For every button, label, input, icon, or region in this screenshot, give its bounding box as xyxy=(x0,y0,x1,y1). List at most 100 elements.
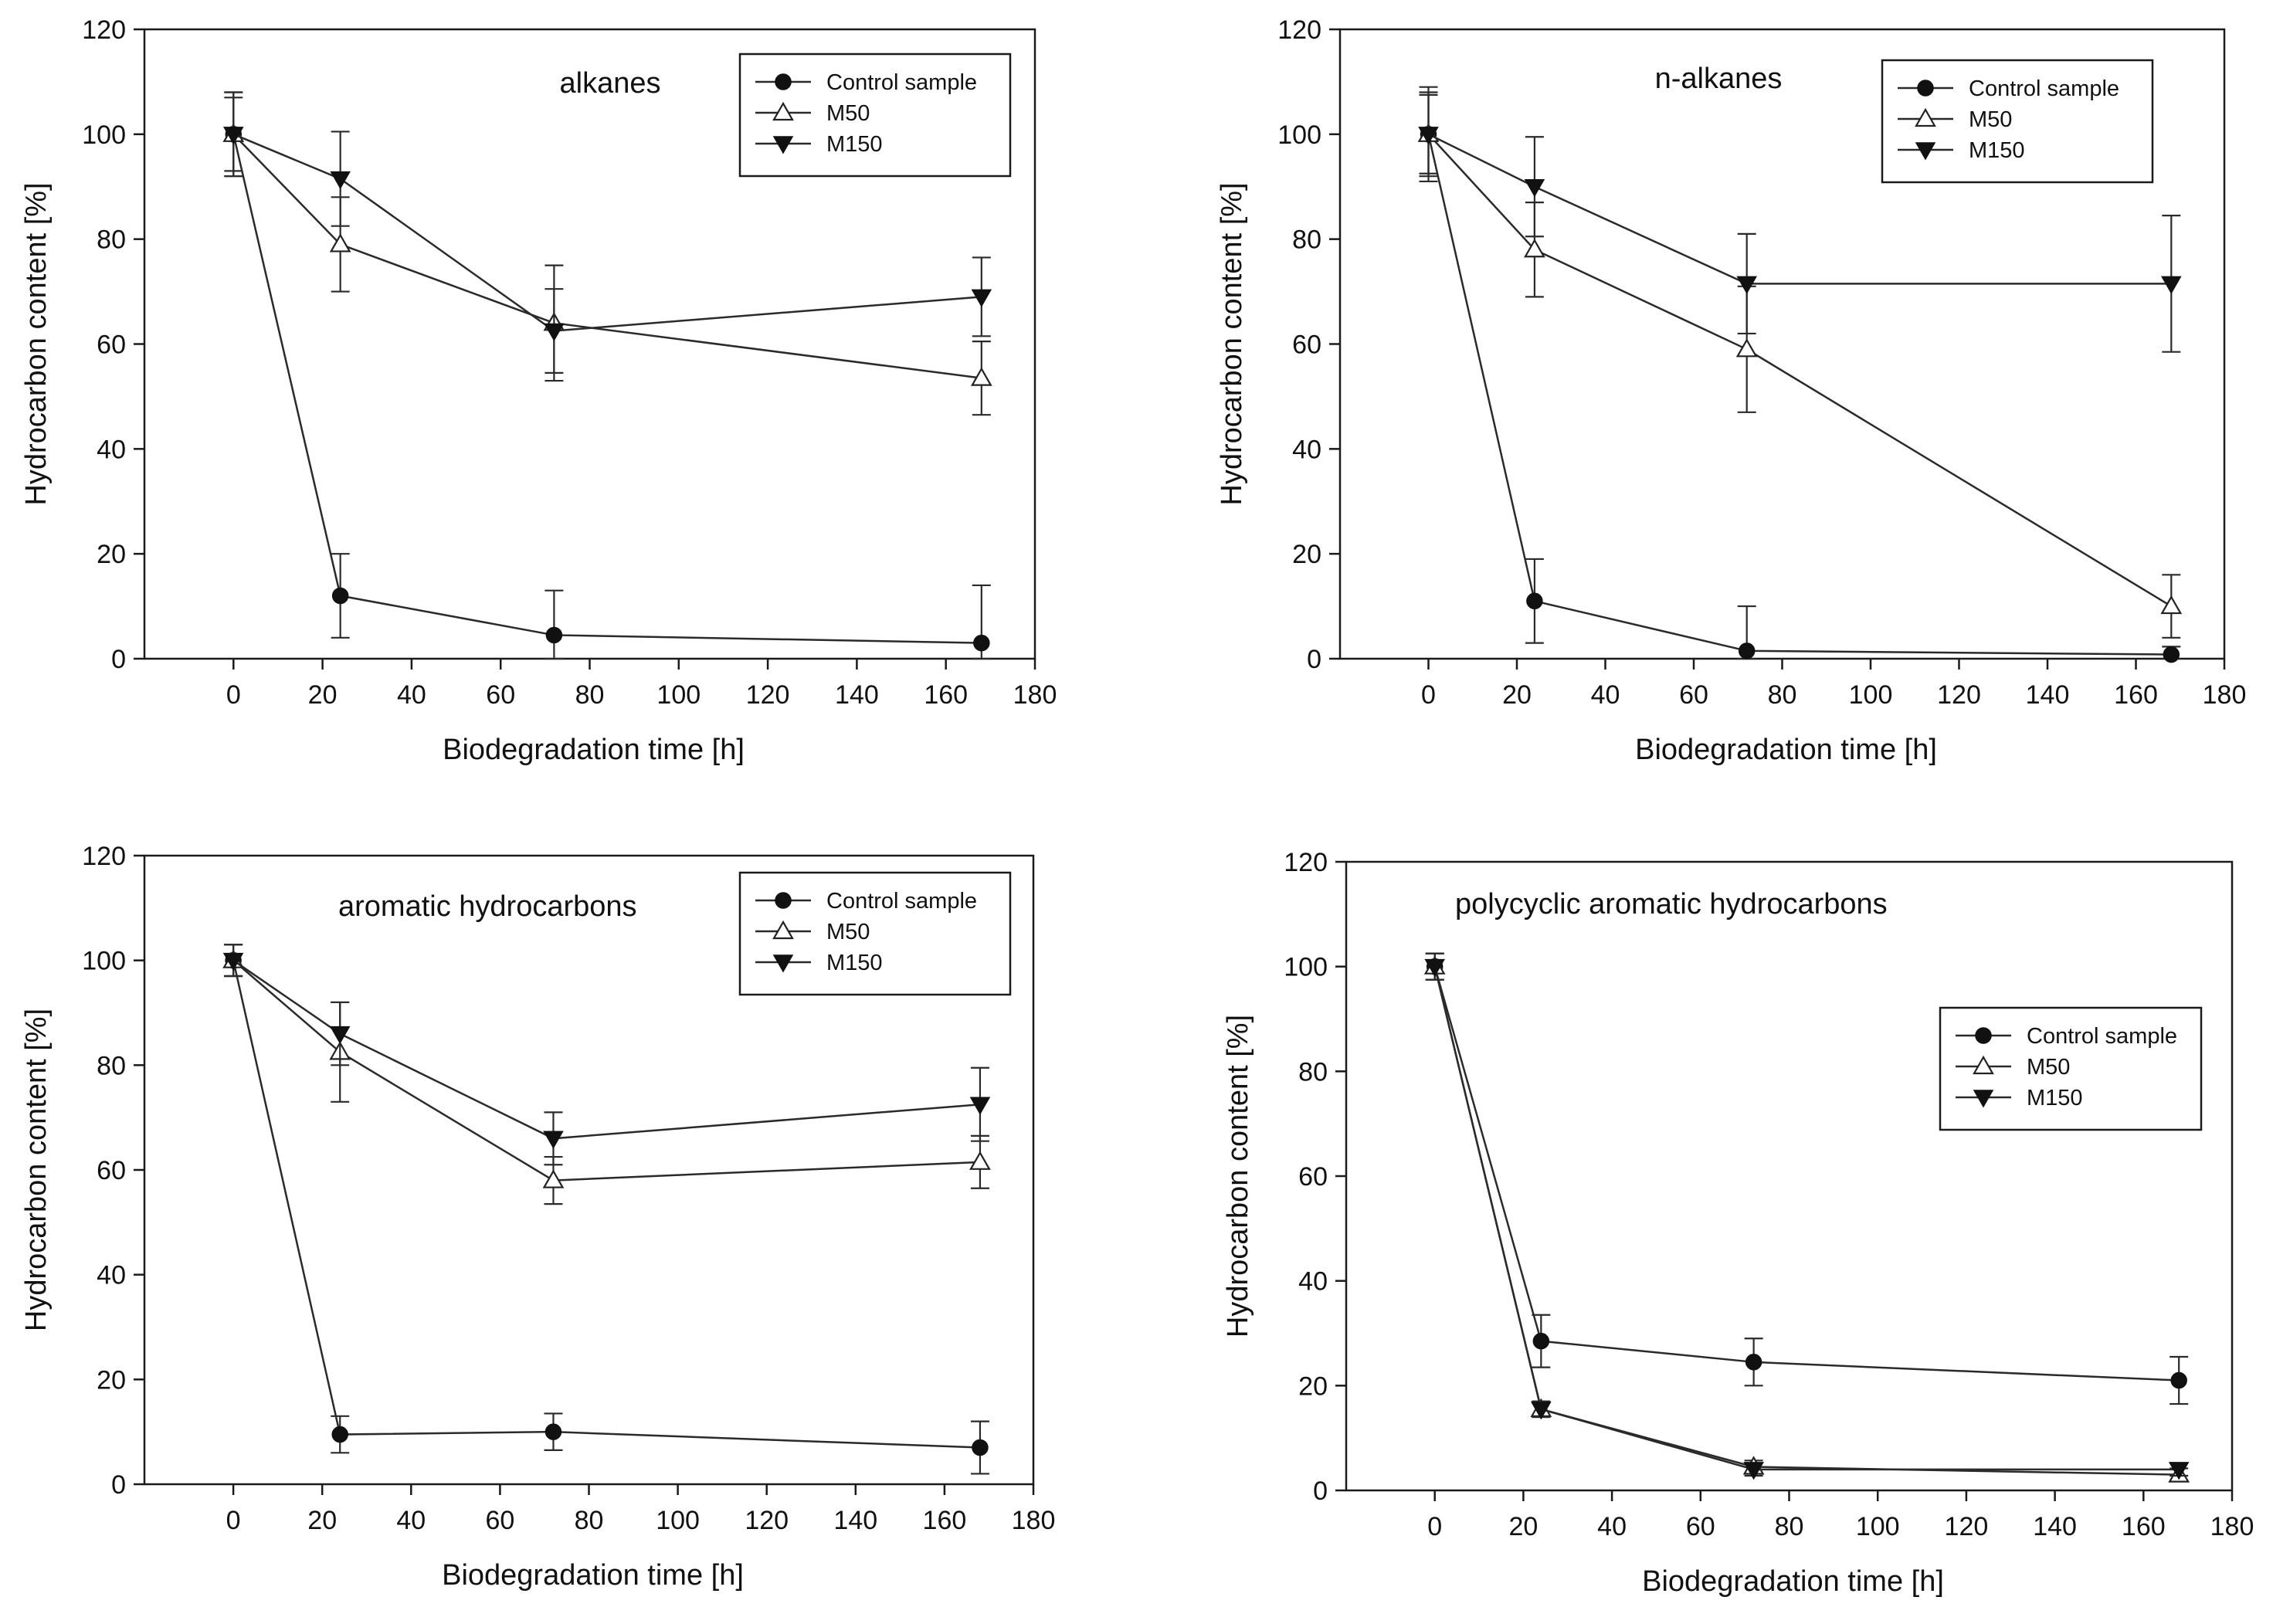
x-tick-label: 40 xyxy=(397,680,426,710)
y-tick-label: 40 xyxy=(97,435,126,464)
data-point xyxy=(331,587,349,605)
y-tick-label: 100 xyxy=(1277,120,1321,150)
legend-swatch-marker xyxy=(1975,1027,1992,1044)
chart-panel-1: 0 20 40 60 80 100 120 140 160 180020406080100120B… xyxy=(20,15,1057,766)
x-tick-label: 40 xyxy=(396,1506,426,1535)
x-tick-label: 140 xyxy=(2026,680,2070,710)
data-point xyxy=(545,1423,562,1440)
legend-label: M150 xyxy=(826,951,883,975)
panel-title: aromatic hydrocarbons xyxy=(338,890,637,923)
y-tick-label: 60 xyxy=(1292,331,1321,360)
panel-title: n-alkanes xyxy=(1655,63,1783,95)
x-tick-label: 100 xyxy=(1849,680,1893,710)
data-point xyxy=(329,1026,351,1045)
legend: Control sample M50 M150 xyxy=(1939,1006,2203,1131)
x-tick-label: 0 xyxy=(226,680,241,710)
data-point xyxy=(1424,958,1445,978)
data-point xyxy=(2168,1462,2190,1480)
data-point xyxy=(331,1426,348,1443)
series-m150 xyxy=(1418,86,2182,353)
legend-label: M50 xyxy=(1969,107,2012,132)
legend-label: M150 xyxy=(1969,138,2025,163)
y-tick-label: 40 xyxy=(1292,435,1321,464)
series-line xyxy=(232,959,980,1182)
data-point xyxy=(2161,276,2182,294)
plot-frame xyxy=(1345,860,2234,1492)
y-tick-label: 80 xyxy=(1298,1057,1328,1087)
data-point xyxy=(1524,239,1545,258)
data-point xyxy=(972,1439,989,1456)
x-tick-label: 160 xyxy=(2114,680,2158,710)
series-line xyxy=(232,133,982,332)
legend-swatch-marker xyxy=(772,954,794,973)
legend: Control sample M50 M150 xyxy=(738,53,1012,178)
data-point xyxy=(1743,1462,1764,1480)
series-line xyxy=(232,133,982,379)
x-tick-label: 140 xyxy=(2033,1512,2077,1541)
legend-swatch-marker xyxy=(1973,1090,1994,1108)
x-tick-label: 120 xyxy=(745,1506,789,1535)
x-tick-label: 180 xyxy=(1013,680,1057,710)
series-control-sample xyxy=(224,91,991,660)
legend-label: M150 xyxy=(2027,1086,2083,1110)
series-line xyxy=(1427,133,2172,285)
data-point xyxy=(971,289,992,307)
x-tick-label: 20 xyxy=(307,1506,337,1535)
data-point xyxy=(1526,592,1543,610)
x-tick-label: 180 xyxy=(2210,1512,2254,1541)
x-tick-label: 0 xyxy=(226,1506,241,1535)
x-tick-label: 0 xyxy=(1427,1512,1442,1541)
y-axis-title: Hydrocarbon content [%] xyxy=(1216,182,1248,505)
y-tick-label: 100 xyxy=(1284,953,1328,982)
y-axis-title: Hydrocarbon content [%] xyxy=(20,1009,53,1331)
chart-panel-4: 0 20 40 60 80 100 120 140 160 180020406080100120B… xyxy=(1222,848,2254,1598)
y-tick-label: 60 xyxy=(97,1156,126,1185)
panel-title: alkanes xyxy=(560,67,661,100)
legend-label: M50 xyxy=(826,920,870,944)
y-tick-label: 100 xyxy=(82,120,126,150)
data-point xyxy=(1738,642,1756,659)
legend-label: Control sample xyxy=(826,889,977,914)
y-tick-label: 80 xyxy=(97,225,126,255)
x-tick-label: 160 xyxy=(2122,1512,2166,1541)
y-axis-title: Hydrocarbon content [%] xyxy=(1222,1015,1254,1338)
legend-label: M150 xyxy=(826,132,883,157)
x-tick-label: 20 xyxy=(1508,1512,1538,1541)
legend-label: Control sample xyxy=(1969,76,2119,101)
legend-swatch-marker xyxy=(1973,1055,1994,1075)
y-tick-label: 120 xyxy=(82,842,126,871)
data-point xyxy=(1736,276,1757,294)
panel-title: polycyclic aromatic hydrocarbons xyxy=(1455,888,1888,920)
y-tick-label: 120 xyxy=(1284,848,1328,877)
x-axis-title: Biodegradation time [h] xyxy=(1635,734,1937,766)
legend-swatch-marker xyxy=(772,136,794,154)
y-tick-label: 0 xyxy=(1307,645,1321,674)
y-tick-label: 0 xyxy=(111,645,126,674)
x-tick-label: 100 xyxy=(1856,1512,1900,1541)
x-tick-label: 60 xyxy=(1679,680,1708,710)
series-line xyxy=(1427,133,2172,608)
x-axis-title: Biodegradation time [h] xyxy=(1642,1565,1944,1598)
x-tick-label: 80 xyxy=(1768,680,1797,710)
legend-swatch-marker xyxy=(1915,107,1936,127)
x-tick-label: 180 xyxy=(2203,680,2247,710)
data-point xyxy=(222,952,244,971)
legend-swatch-marker xyxy=(772,920,794,940)
x-tick-label: 140 xyxy=(833,1506,877,1535)
x-axis-title: Biodegradation time [h] xyxy=(443,734,745,766)
x-tick-label: 140 xyxy=(835,680,879,710)
x-tick-label: 20 xyxy=(308,680,338,710)
series-m150 xyxy=(222,944,991,1166)
data-point xyxy=(1531,1402,1552,1420)
data-point xyxy=(1418,127,1439,145)
x-tick-label: 40 xyxy=(1597,1512,1627,1541)
x-tick-label: 60 xyxy=(485,1506,514,1535)
chart-panel-3: 0 20 40 60 80 100 120 140 160 180020406080100120B… xyxy=(20,842,1055,1592)
data-point xyxy=(973,634,990,652)
series-line xyxy=(232,960,980,1449)
y-tick-label: 100 xyxy=(82,947,126,976)
legend: Control sample M50 M150 xyxy=(1881,59,2154,184)
data-point xyxy=(543,1131,564,1149)
data-point xyxy=(1745,1354,1762,1371)
series-line xyxy=(232,134,982,644)
